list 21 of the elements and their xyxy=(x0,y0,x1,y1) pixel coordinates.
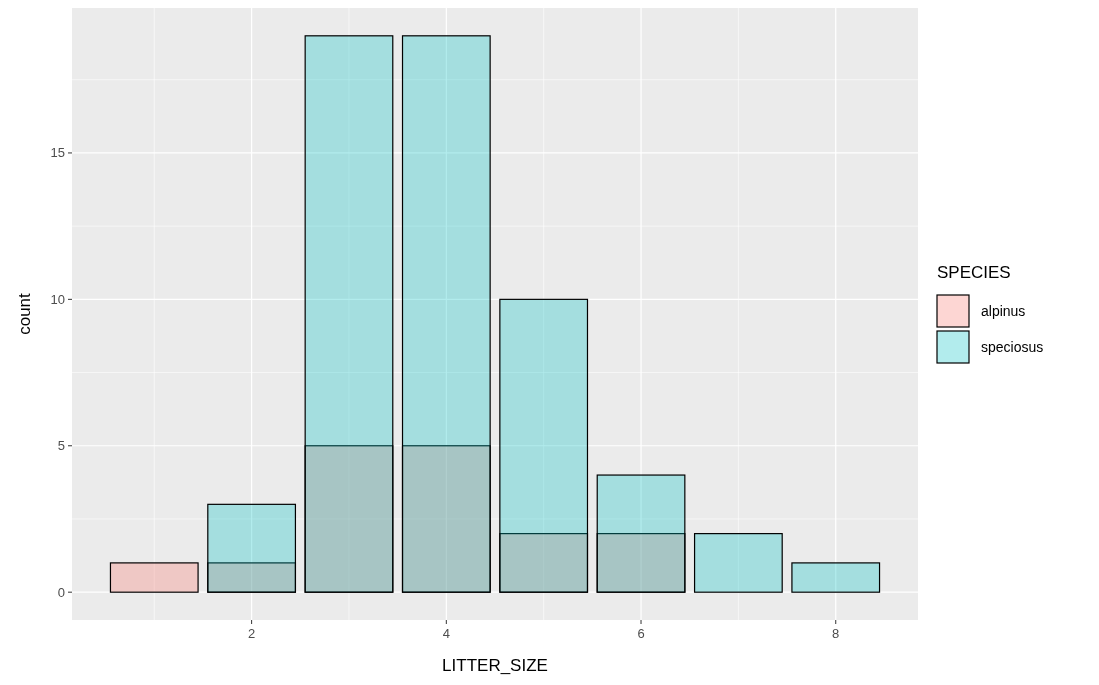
x-tick-label: 8 xyxy=(832,626,840,641)
bar xyxy=(207,503,297,593)
x-axis-title: LITTER_SIZE xyxy=(442,656,548,675)
bar xyxy=(304,35,394,593)
y-tick-label: 10 xyxy=(50,291,65,307)
x-tick-label: 6 xyxy=(637,626,645,641)
bar xyxy=(693,533,783,593)
legend-label: speciosus xyxy=(981,339,1044,355)
bar xyxy=(499,298,589,593)
y-tick-label: 15 xyxy=(50,145,65,161)
y-axis-title: count xyxy=(15,292,34,335)
bar xyxy=(109,562,199,593)
legend-label: alpinus xyxy=(981,303,1026,319)
y-tick-label: 5 xyxy=(57,438,65,454)
x-tick-label: 2 xyxy=(248,626,256,641)
bar xyxy=(791,562,881,593)
y-tick-label: 0 xyxy=(57,584,65,600)
x-tick-label: 4 xyxy=(442,626,450,641)
legend-title: SPECIES xyxy=(937,263,1011,282)
bar xyxy=(401,35,491,593)
bar xyxy=(596,474,686,593)
